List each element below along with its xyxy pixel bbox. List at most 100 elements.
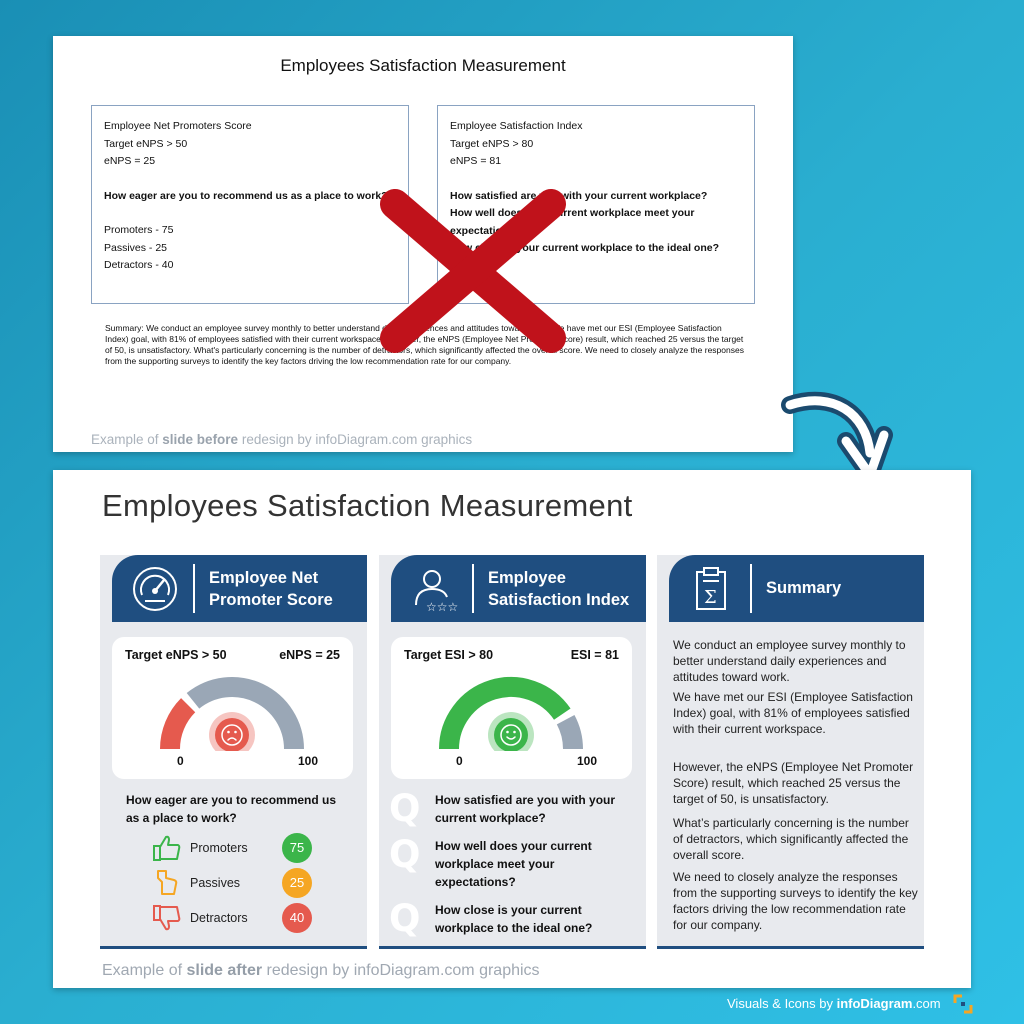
face-eye: [506, 730, 509, 734]
gauge-value-arc: [439, 677, 571, 750]
caption-text: redesign by infoDiagram.com graphics: [238, 432, 473, 447]
caption-text: Example of: [102, 962, 187, 979]
esi-header: ☆☆☆ Employee Satisfaction Index: [391, 555, 646, 622]
svg-text:Σ: Σ: [704, 587, 717, 608]
enps-gauge-card: Target eNPS > 50 eNPS = 25 0 100: [112, 637, 353, 779]
smile-face-icon: [488, 712, 534, 751]
before-enps-line2: Target eNPS > 50: [104, 137, 188, 150]
esi-question-text: How well does your current workplace mee…: [435, 839, 592, 889]
gauge-max-label: 100: [577, 754, 598, 768]
face-eye: [234, 730, 237, 734]
thumbs-up-icon: [153, 835, 181, 861]
before-esi-q1: How satisfied are you with your current …: [450, 189, 708, 202]
credit-line: Visuals & Icons by infoDiagram.com: [727, 996, 941, 1011]
question-q-icon: Q: [389, 897, 421, 940]
question-q-icon: Q: [389, 787, 421, 830]
esi-gauge: [439, 677, 583, 751]
infodiagram-logo-icon: [953, 994, 973, 1014]
clipboard-sum-icon: Σ: [696, 567, 726, 610]
before-enps-promoters: Promoters - 75: [104, 224, 174, 236]
before-enps-line3: eNPS = 25: [104, 155, 156, 167]
detractors-label: Detractors: [190, 911, 248, 925]
gauge-min-label: 0: [177, 754, 184, 768]
before-slide: Employees Satisfaction Measurement Emplo…: [53, 36, 793, 452]
thumbs-sideways-icon: [157, 870, 178, 895]
before-esi-line2: Target eNPS > 80: [450, 137, 534, 150]
detractors-value: 40: [282, 903, 312, 933]
gauge-max-label: 100: [298, 754, 319, 768]
sad-face-icon: [209, 712, 255, 751]
before-esi-line3: eNPS = 81: [450, 155, 502, 167]
enps-current: eNPS = 25: [279, 648, 340, 662]
esi-panel: ☆☆☆ Employee Satisfaction Index Target E…: [379, 555, 646, 949]
summary-paragraph: What’s particularly concerning is the nu…: [673, 816, 909, 862]
header-divider: [472, 564, 474, 613]
detractors-row: Detractors 40: [152, 903, 362, 933]
before-enps-line1: Employee Net Promoters Score: [104, 120, 252, 132]
before-slide-title: Employees Satisfaction Measurement: [280, 56, 566, 75]
face-circle: [494, 718, 528, 751]
caption-bold: slide after: [186, 962, 263, 979]
enps-header-title: Employee Net Promoter Score: [209, 569, 333, 609]
summary-paragraph: We conduct an employee survey monthly to…: [673, 638, 906, 684]
before-enps-passives: Passives - 25: [104, 241, 168, 254]
enps-gauge: [160, 677, 304, 751]
after-slide-title: Employees Satisfaction Measurement: [102, 488, 633, 523]
esi-question-3: Q How close is your current workplace to…: [389, 897, 639, 949]
face-mouth: [227, 737, 237, 741]
credit-bold: infoDiagram: [836, 996, 913, 1011]
gauge-min-label: 0: [456, 754, 463, 768]
enps-target: Target eNPS > 50: [125, 648, 227, 662]
summary-panel: Σ Summary We conduct an employee survey …: [657, 555, 924, 949]
passives-label: Passives: [190, 876, 241, 890]
summary-paragraph: However, the eNPS (Employee Net Promoter…: [673, 760, 914, 806]
passives-row: Passives 25: [152, 868, 362, 898]
enps-header: Employee Net Promoter Score: [112, 555, 367, 622]
esi-gauge-card: Target ESI > 80 ESI = 81 0 100: [391, 637, 632, 779]
thumbs-down-icon: [153, 905, 181, 931]
before-enps-detractors: Detractors - 40: [104, 259, 174, 271]
employee-rating-icon: ☆☆☆: [415, 570, 458, 613]
esi-question-text: How satisfied are you with your current …: [435, 793, 616, 825]
before-esi-line1: Employee Satisfaction Index: [450, 120, 583, 132]
gauge-remaining-arc: [556, 714, 583, 750]
before-enps-box: Employee Net Promoters Score Target eNPS…: [91, 105, 409, 304]
esi-question-1: Q How satisfied are you with your curren…: [389, 787, 639, 839]
enps-panel: Employee Net Promoter Score Target eNPS …: [100, 555, 367, 949]
face-outline: [500, 724, 522, 746]
before-caption: Example of slide before redesign by info…: [91, 432, 472, 447]
esi-question-text: How close is your current workplace to t…: [435, 903, 593, 935]
after-caption: Example of slide after redesign by infoD…: [102, 962, 540, 980]
esi-target: Target ESI > 80: [404, 648, 494, 662]
svg-text:☆☆☆: ☆☆☆: [426, 600, 458, 613]
face-circle: [215, 718, 249, 751]
summary-paragraph: We need to closely analyze the responses…: [673, 870, 918, 932]
summary-header: Σ Summary: [669, 555, 924, 622]
esi-current: ESI = 81: [570, 648, 619, 662]
after-slide: Employees Satisfaction Measurement Emplo…: [53, 470, 971, 988]
gauge-icon: [133, 567, 177, 611]
credit-text: .com: [912, 996, 941, 1011]
caption-text: redesign by infoDiagram.com graphics: [262, 962, 540, 979]
header-divider: [193, 564, 195, 613]
question-q-icon: Q: [389, 833, 421, 876]
header-divider: [750, 564, 752, 613]
face-eye: [513, 730, 516, 734]
passives-value: 25: [282, 868, 312, 898]
face-mouth: [506, 736, 516, 740]
enps-question: How eager are you to recommend us as a p…: [126, 793, 337, 825]
caption-bold: slide before: [162, 432, 239, 447]
red-cross-icon: [380, 189, 566, 353]
credit-text: Visuals & Icons by: [727, 996, 837, 1011]
promoters-label: Promoters: [190, 841, 248, 855]
esi-header-title: Employee Satisfaction Index: [488, 569, 630, 609]
promoters-value: 75: [282, 833, 312, 863]
summary-paragraph: We have met our ESI (Employee Satisfacti…: [673, 690, 913, 736]
summary-header-title: Summary: [766, 579, 842, 597]
gauge-remaining-arc: [186, 677, 304, 750]
caption-text: Example of: [91, 432, 163, 447]
esi-question-2: Q How well does your current workplace m…: [389, 833, 639, 889]
gauge-value-arc: [160, 698, 196, 750]
before-enps-question: How eager are you to recommend us as a p…: [104, 189, 388, 202]
promoters-row: Promoters 75: [152, 833, 362, 863]
